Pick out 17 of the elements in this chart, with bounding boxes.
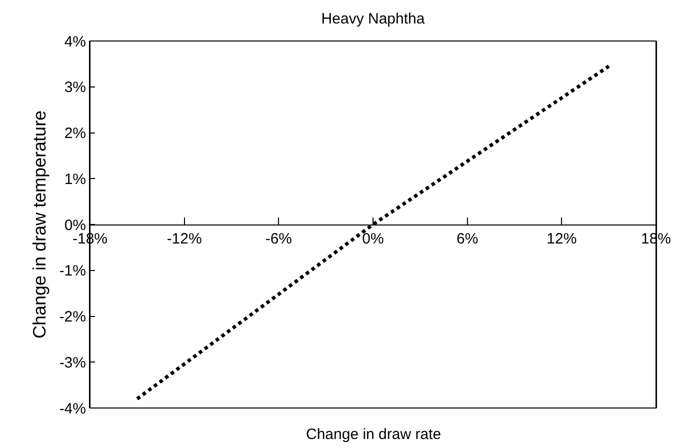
x-axis-title: Change in draw rate	[306, 426, 442, 443]
y-tick-label: 3%	[64, 79, 86, 96]
y-tick-label: -4%	[59, 400, 86, 418]
y-tick-label: 4%	[64, 33, 86, 50]
y-tick-label: -2%	[59, 308, 86, 326]
y-axis-title: Change in draw temperature	[30, 110, 50, 339]
x-tick-label: 6%	[456, 230, 478, 248]
x-tick-label: 0%	[362, 230, 384, 248]
x-tick-label: -12%	[166, 230, 202, 248]
chart-title: Heavy Naphtha	[321, 10, 426, 28]
x-tick-label: -6%	[265, 230, 292, 248]
y-tick-label: 2%	[64, 125, 86, 142]
y-tick-label: -1%	[59, 262, 86, 280]
y-tick-label: 1%	[64, 170, 86, 188]
y-tick-label: 0%	[64, 216, 86, 234]
x-tick-label: 12%	[546, 230, 577, 248]
y-tick-label: -3%	[59, 354, 86, 372]
